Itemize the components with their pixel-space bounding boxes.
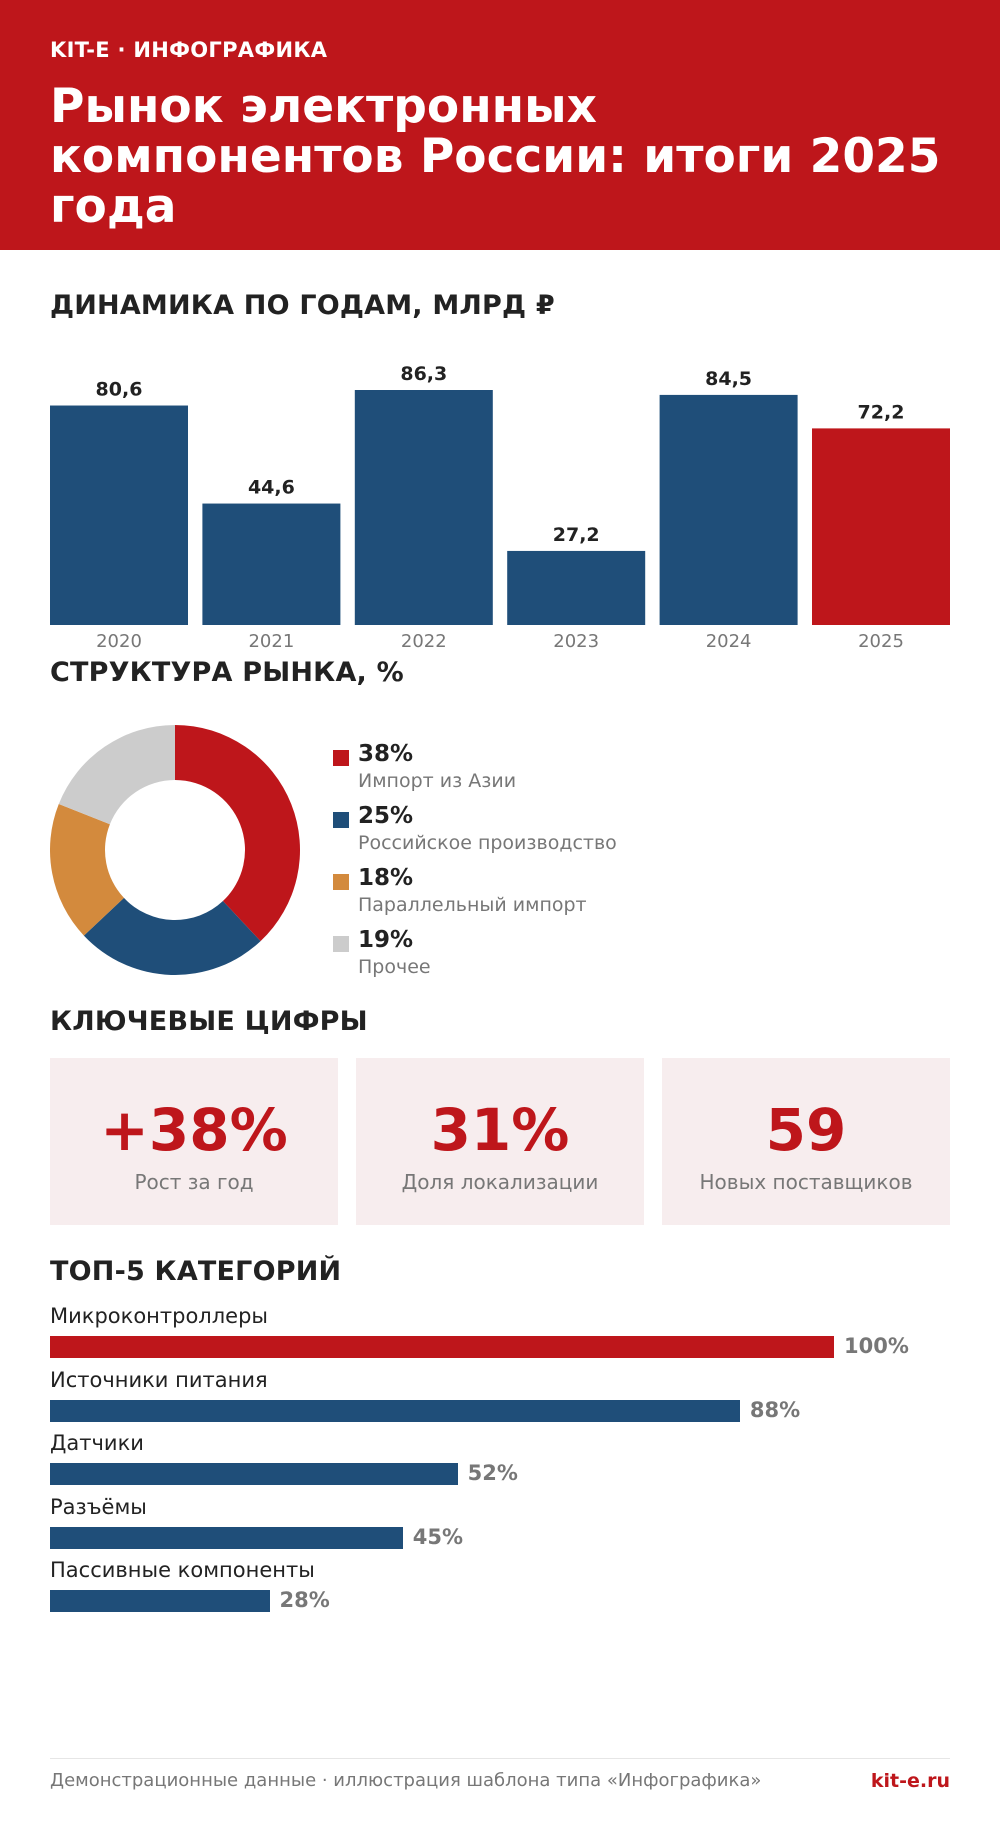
bar-2023	[507, 550, 646, 625]
category-percent: 45%	[412, 1524, 464, 1549]
legend-swatch	[333, 750, 349, 766]
donut-slice-1	[83, 897, 261, 975]
footer-note: Демонстрационные данные · иллюстрация ша…	[50, 1770, 762, 1791]
section-title-top5: ТОП-5 КАТЕГОРИЙ	[50, 1256, 342, 1287]
stat-label: Доля локализации	[401, 1170, 599, 1194]
x-tick-label: 2023	[553, 631, 599, 652]
legend-swatch	[333, 874, 349, 890]
section-title-structure: СТРУКТУРА РЫНКА, %	[50, 657, 404, 688]
footer-link[interactable]: kit-e.ru	[870, 1770, 950, 1792]
category-name: Микроконтроллеры	[50, 1304, 268, 1328]
category-percent: 52%	[467, 1461, 518, 1485]
header-banner: KIT-E · ИНФОГРАФИКА Рынок электронных ко…	[0, 0, 1000, 250]
category-bar	[50, 1399, 740, 1422]
category-name: Разъёмы	[50, 1494, 147, 1519]
bar-value-label: 44,6	[248, 477, 295, 499]
category-bar	[50, 1336, 834, 1358]
bar-2021	[202, 503, 341, 625]
legend-label: Импорт из Азии	[358, 770, 517, 792]
stat-value: 59	[765, 1096, 847, 1164]
category-bar	[50, 1590, 270, 1612]
x-tick-label: 2021	[248, 631, 294, 652]
donut-slice-0	[175, 725, 300, 942]
legend-percent: 38%	[358, 741, 414, 767]
footer-divider	[50, 1758, 950, 1759]
category-bar	[50, 1463, 458, 1485]
category-name: Пассивные компоненты	[50, 1558, 315, 1582]
bar-value-label: 27,2	[553, 524, 600, 546]
bar-2022	[354, 390, 493, 625]
stat-label: Новых поставщиков	[699, 1170, 913, 1194]
stat-card-localization: 31% Доля локализации	[356, 1058, 644, 1225]
legend-label: Параллельный импорт	[358, 894, 587, 916]
stat-label: Рост за год	[134, 1170, 254, 1194]
x-tick-label: 2022	[401, 631, 447, 652]
bar-2024	[659, 394, 798, 625]
legend-label: Российское производство	[358, 832, 617, 854]
stat-value: 31%	[430, 1096, 570, 1164]
stat-value: +38%	[100, 1096, 288, 1164]
legend-swatch	[333, 936, 349, 952]
bar-2020	[50, 405, 188, 625]
stat-card-suppliers: 59 Новых поставщиков	[662, 1058, 950, 1225]
market-structure-donut	[50, 725, 300, 975]
x-tick-label: 2024	[706, 631, 752, 652]
brand-label: KIT-E · ИНФОГРАФИКА	[50, 38, 328, 62]
legend-percent: 25%	[358, 803, 414, 829]
legend-percent: 18%	[358, 865, 414, 891]
bar-2025	[812, 428, 950, 625]
donut-slice-3	[58, 725, 175, 825]
bar-value-label: 86,3	[400, 363, 447, 385]
bar-value-label: 80,6	[96, 379, 143, 401]
bar-value-label: 84,5	[705, 368, 752, 390]
bar-value-label: 72,2	[858, 401, 905, 423]
donut-slice-2	[50, 803, 124, 936]
yearly-bar-chart: 80,6 2020 44,6 2021 86,3 2022 27,2 2023 84,5 2024…	[50, 363, 950, 652]
section-title-dynamics: ДИНАМИКА ПО ГОДАМ, МЛРД ₽	[50, 290, 555, 321]
page-title: Рынок электронных компонентов России: ит…	[50, 79, 941, 234]
category-name: Датчики	[50, 1431, 144, 1455]
legend-percent: 19%	[358, 927, 414, 953]
x-tick-label: 2025	[858, 631, 904, 652]
legend-swatch	[333, 812, 349, 828]
x-tick-label: 2020	[96, 631, 142, 652]
category-percent: 88%	[749, 1397, 801, 1422]
category-name: Источники питания	[50, 1367, 268, 1392]
category-percent: 28%	[279, 1588, 330, 1612]
category-percent: 100%	[844, 1334, 909, 1358]
stat-card-growth: +38% Рост за год	[50, 1058, 338, 1225]
legend-label: Прочее	[358, 956, 431, 978]
section-title-key-figures: КЛЮЧЕВЫЕ ЦИФРЫ	[50, 1006, 368, 1037]
category-bar	[50, 1526, 403, 1549]
